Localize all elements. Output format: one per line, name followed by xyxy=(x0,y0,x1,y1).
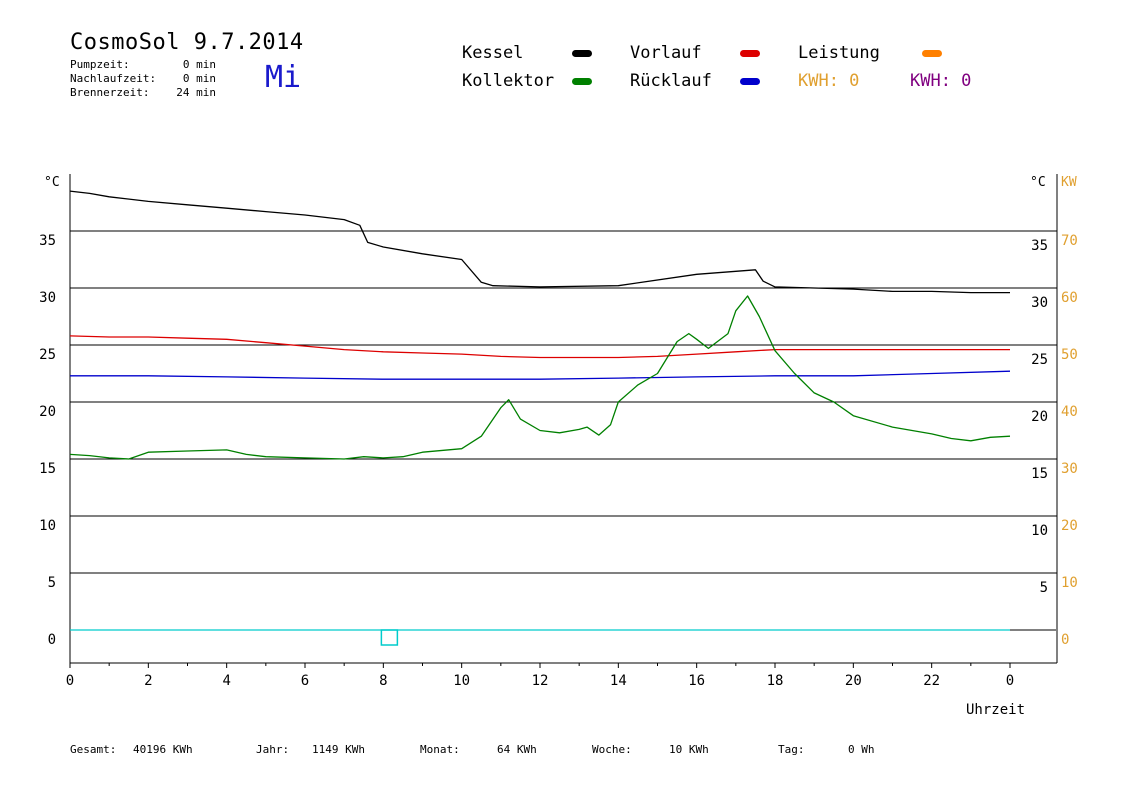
stat-label-pumpzeit: Pumpzeit: xyxy=(70,58,130,71)
footer-value-gesamt: 40196 KWh xyxy=(133,743,193,756)
series-lines xyxy=(69,190,1056,631)
legend-swatch-leistung xyxy=(922,50,942,57)
weekday-label: Mi xyxy=(265,60,302,95)
chart-title: CosmoSol 9.7.2014 xyxy=(70,30,304,55)
series-line-vorlauf xyxy=(69,335,1010,359)
legend-kwh-purple: KWH: 0 xyxy=(910,71,972,91)
y-tick-label-kw: 70 xyxy=(1061,233,1078,249)
y-tick-label-right: 10 xyxy=(1031,523,1048,539)
y-tick-label-right: 15 xyxy=(1031,466,1048,482)
legend-label-kessel: Kessel xyxy=(462,43,524,63)
legend-label-ruecklauf: Rücklauf xyxy=(630,71,712,91)
y-axis-unit-left: °C xyxy=(44,175,60,190)
x-tick-label: 8 xyxy=(379,673,387,689)
y-tick-label-kw: 10 xyxy=(1061,575,1078,591)
y-tick-label-kw: 0 xyxy=(1061,632,1069,648)
x-tick-label: 22 xyxy=(923,673,940,689)
y-tick-label-right: 20 xyxy=(1031,409,1048,425)
footer-label-monat: Monat: xyxy=(420,743,460,756)
legend-swatch-kessel xyxy=(572,50,592,57)
y-tick-label-right: 25 xyxy=(1031,352,1048,368)
stat-value-nachlaufzeit: 0 min xyxy=(182,72,216,85)
stat-label-nachlaufzeit: Nachlaufzeit: xyxy=(70,72,157,85)
x-tick-label: 16 xyxy=(688,673,705,689)
footer-value-monat: 64 KWh xyxy=(497,743,537,756)
y-tick-label-kw: 40 xyxy=(1061,404,1078,420)
series-line-ruecklauf xyxy=(70,370,1011,380)
y-tick-label-left: 20 xyxy=(39,404,56,420)
y-tick-label-left: 35 xyxy=(39,233,56,249)
series-line-kollektor xyxy=(69,295,1011,460)
y-tick-label-left: 10 xyxy=(39,518,56,534)
x-tick-label: 14 xyxy=(610,673,627,689)
y-tick-label-left: 15 xyxy=(39,461,56,477)
footer-label-gesamt: Gesamt: xyxy=(70,743,117,756)
footer-label-jahr: Jahr: xyxy=(256,743,290,756)
y-tick-label-right: 30 xyxy=(1031,295,1048,311)
x-tick-label: 18 xyxy=(767,673,784,689)
y-tick-label-left: 25 xyxy=(39,347,56,363)
x-axis-label: Uhrzeit xyxy=(966,702,1026,718)
stat-value-brennerzeit: 24 min xyxy=(176,86,216,99)
legend-kwh-orange: KWH: 0 xyxy=(798,71,860,91)
y-axis-unit-right: °C xyxy=(1030,175,1046,190)
legend-label-vorlauf: Vorlauf xyxy=(630,43,702,63)
x-tick-label: 6 xyxy=(301,673,309,689)
footer-value-woche: 10 KWh xyxy=(669,743,709,756)
footer-value-tag: 0 Wh xyxy=(848,743,875,756)
x-tick-label: 2 xyxy=(144,673,152,689)
stat-label-brennerzeit: Brennerzeit: xyxy=(70,86,150,99)
legend-swatch-ruecklauf xyxy=(740,78,760,85)
legend-label-kollektor: Kollektor xyxy=(462,71,555,91)
y-tick-label-kw: 30 xyxy=(1061,461,1078,477)
series-line-kessel xyxy=(69,190,1010,294)
y-tick-label-left: 5 xyxy=(48,575,56,591)
x-tick-label: 20 xyxy=(845,673,862,689)
time-marker-box xyxy=(380,629,399,646)
y-tick-label-right: 35 xyxy=(1031,238,1048,254)
footer-value-jahr: 1149 KWh xyxy=(312,743,365,756)
y-tick-label-kw: 20 xyxy=(1061,518,1078,534)
x-tick-label: 0 xyxy=(66,673,74,689)
grid-lines xyxy=(70,230,1057,574)
footer-label-tag: Tag: xyxy=(778,743,805,756)
legend-swatch-vorlauf xyxy=(740,50,760,57)
y-tick-label-kw: 50 xyxy=(1061,347,1078,363)
legend-swatch-kollektor xyxy=(572,78,592,85)
x-tick-label: 0 xyxy=(1006,673,1014,689)
y-tick-label-left: 30 xyxy=(39,290,56,306)
legend-label-leistung: Leistung xyxy=(798,43,880,63)
x-tick-label: 4 xyxy=(222,673,230,689)
stat-value-pumpzeit: 0 min xyxy=(182,58,216,71)
tick-labels: 0 2 4 6 8 10 12 14 16 18 20 22 035302520151050353025… xyxy=(39,233,1078,689)
y-tick-label-kw: 60 xyxy=(1061,290,1078,306)
footer-label-woche: Woche: xyxy=(592,743,632,756)
chart-axes xyxy=(69,174,1058,668)
y-axis-unit-kw: KW xyxy=(1061,175,1077,190)
y-tick-label-left: 0 xyxy=(48,632,56,648)
x-tick-label: 12 xyxy=(532,673,549,689)
x-tick-label: 10 xyxy=(453,673,470,689)
y-tick-label-right: 5 xyxy=(1040,580,1048,596)
